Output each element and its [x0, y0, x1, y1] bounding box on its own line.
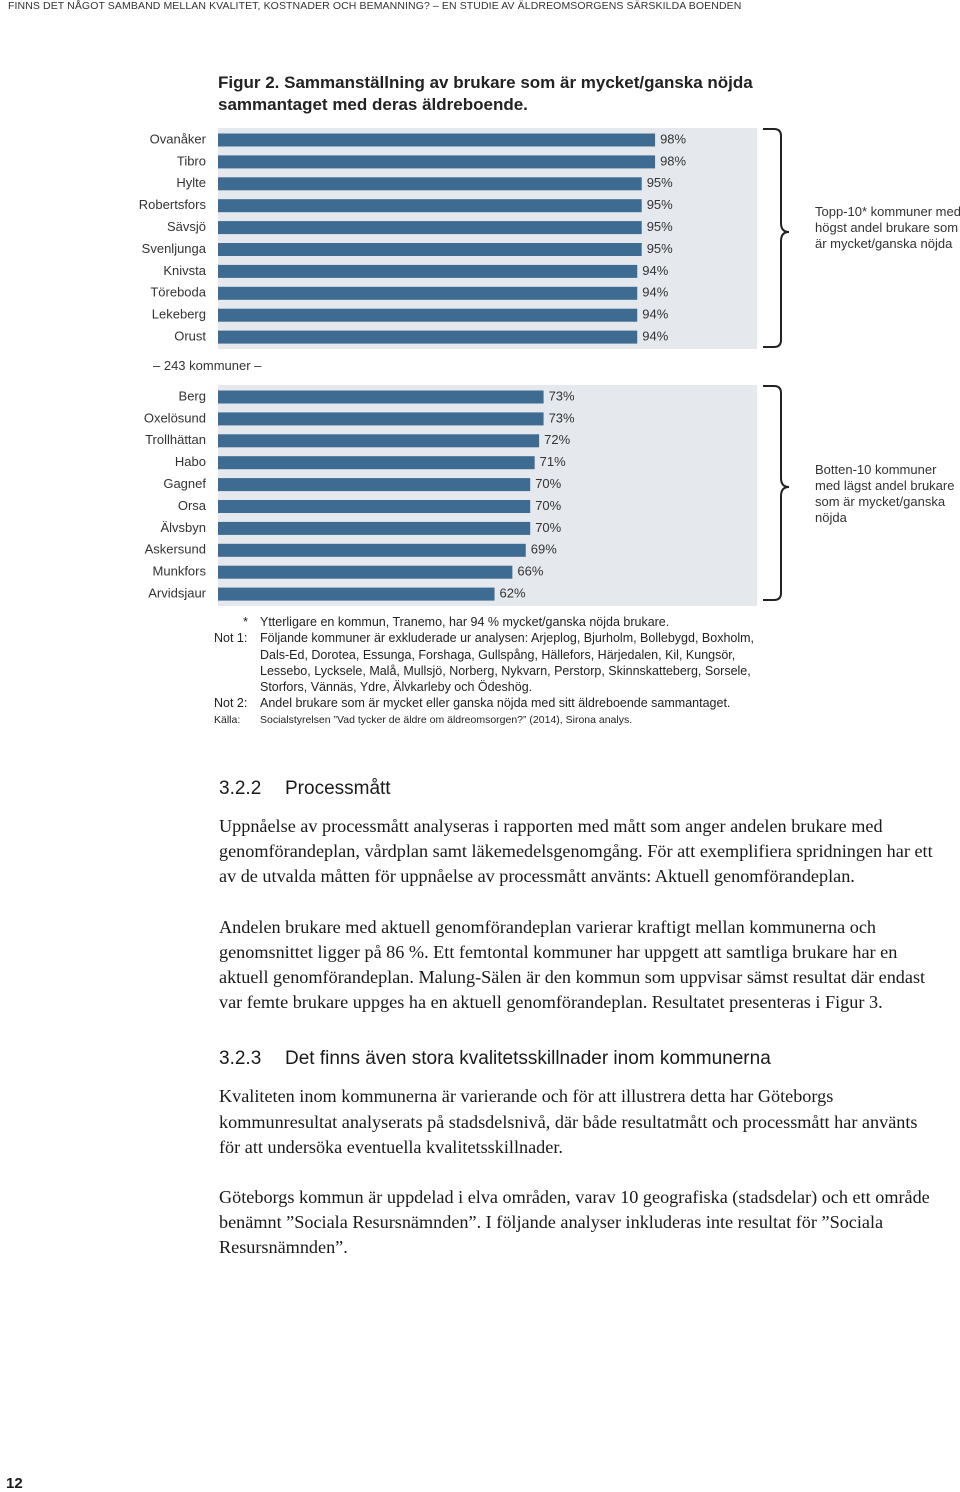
note: Källa: Socialstyrelsen ”Vad tycker de äld…	[214, 712, 774, 728]
bar	[218, 500, 531, 513]
section: 3.2.3 Det finns även stora kvalitetsskill…	[219, 1048, 939, 1260]
bar	[218, 199, 642, 213]
category-label: Hylte	[176, 175, 206, 190]
note: * Ytterligare en kommun, Tranemo, har 94 …	[214, 614, 774, 630]
section-number: 3.2.2	[219, 778, 262, 799]
bar	[218, 243, 642, 256]
chart: Ovanåker 98% Tibro 98% Hylte 95% Robertsfors 95…	[139, 128, 790, 606]
value-label: 94%	[642, 307, 668, 322]
page-number: 12	[6, 1475, 23, 1492]
category-label: Gagnef	[163, 476, 206, 491]
value-label: 95%	[647, 241, 673, 256]
category-label: Habo	[175, 454, 206, 469]
category-label: Sävsjö	[167, 219, 206, 234]
bar	[218, 478, 531, 492]
section-heading: 3.2.2 Processmått	[219, 778, 939, 804]
category-label: Askersund	[145, 542, 206, 557]
category-label: Munkfors	[153, 564, 207, 579]
value-label: 94%	[642, 263, 668, 278]
category-label: Töreboda	[150, 285, 206, 300]
value-label: 66%	[517, 564, 543, 579]
section: 3.2.2 Processmått Uppnåelse av processmått…	[219, 778, 939, 1015]
category-label: Ovanåker	[150, 131, 207, 146]
value-label: 70%	[535, 520, 561, 535]
paragraph: Andelen brukare med aktuell genomförande…	[219, 916, 926, 1013]
bar	[218, 330, 638, 344]
bar	[218, 221, 642, 235]
value-label: 69%	[531, 542, 557, 557]
bracket-label: Topp-10* kommuner med högst andel brukar…	[815, 204, 960, 251]
bracket	[763, 385, 790, 601]
bar	[218, 286, 638, 300]
bar	[218, 264, 638, 278]
value-label: 70%	[535, 476, 561, 491]
bar	[218, 521, 531, 535]
bar	[218, 456, 535, 470]
section-number: 3.2.3	[219, 1048, 262, 1070]
bar	[218, 390, 544, 404]
category-label: Orust	[174, 329, 206, 344]
value-label: 73%	[549, 410, 575, 425]
category-label: Svenljunga	[142, 241, 207, 256]
bar	[218, 177, 642, 191]
bar	[218, 565, 513, 579]
value-label: 95%	[647, 175, 673, 190]
note: Not 1: Följande kommuner är exkluderade u…	[214, 630, 774, 695]
note-label: Källa:	[214, 713, 241, 726]
bar	[218, 543, 526, 557]
bracket	[763, 128, 790, 348]
value-label: 98%	[660, 153, 686, 168]
value-label: 71%	[540, 454, 566, 469]
value-label: 70%	[535, 498, 561, 513]
value-label: 95%	[647, 219, 673, 234]
paragraph: Uppnåelse av processmått analyseras i ra…	[219, 816, 933, 887]
note: Not 2: Andel brukare som är mycket eller …	[214, 695, 774, 711]
bar	[218, 587, 495, 601]
category-label: Arvidsjaur	[148, 586, 206, 601]
figure-title: Figur 2. Sammanställning av brukare som …	[218, 73, 753, 114]
note-label: *	[243, 615, 248, 629]
note-label: Not 2:	[214, 696, 248, 711]
value-label: 62%	[500, 586, 526, 601]
notes: * Ytterligare en kommun, Tranemo, har 94 …	[214, 614, 774, 728]
bar	[218, 412, 544, 426]
category-label: Robertsfors	[139, 197, 207, 212]
category-label: Trollhättan	[145, 432, 206, 447]
bar	[218, 308, 638, 322]
section-title: Processmått	[285, 778, 391, 799]
note-text: Socialstyrelsen ”Vad tycker de äldre om …	[260, 713, 633, 726]
value-label: 94%	[642, 285, 668, 300]
category-label: Lekeberg	[152, 307, 206, 322]
bracket-label: Botten-10 kommuner med lägst andel bruka…	[815, 462, 955, 525]
running-header: FINNS DET NÅGOT SAMBAND MELLAN KVALITET,…	[8, 0, 742, 12]
value-label: 73%	[549, 388, 575, 403]
separator: – 243 kommuner –	[153, 358, 262, 373]
bar	[218, 133, 656, 147]
note-label: Not 1:	[214, 631, 248, 646]
category-label: Orsa	[178, 498, 207, 513]
value-label: 94%	[642, 329, 668, 344]
category-label: Berg	[179, 388, 206, 403]
note-text: Ytterligare en kommun, Tranemo, har 94 %…	[260, 615, 670, 629]
note-text: Följande kommuner är exkluderade ur anal…	[260, 631, 755, 695]
category-label: Oxelösund	[144, 410, 206, 425]
category-label: Knivsta	[163, 263, 206, 278]
section-heading: 3.2.3 Det finns även stora kvalitetsskill…	[219, 1048, 939, 1074]
category-label: Älvsbyn	[160, 520, 206, 535]
bar	[218, 155, 656, 169]
bar	[218, 434, 540, 448]
paragraph: Kvaliteten inom kommunerna är varierande…	[219, 1086, 918, 1157]
section-title: Det finns även stora kvalitetsskillnader…	[285, 1048, 771, 1070]
value-label: 98%	[660, 131, 686, 146]
paragraph: Göteborgs kommun är uppdelad i elva områ…	[219, 1187, 930, 1258]
note-text: Andel brukare som är mycket eller ganska…	[260, 696, 731, 711]
sections: 3.2.2 Processmått Uppnåelse av processmått…	[219, 778, 939, 1286]
value-label: 72%	[544, 432, 570, 447]
value-label: 95%	[647, 197, 673, 212]
category-label: Tibro	[177, 153, 206, 168]
